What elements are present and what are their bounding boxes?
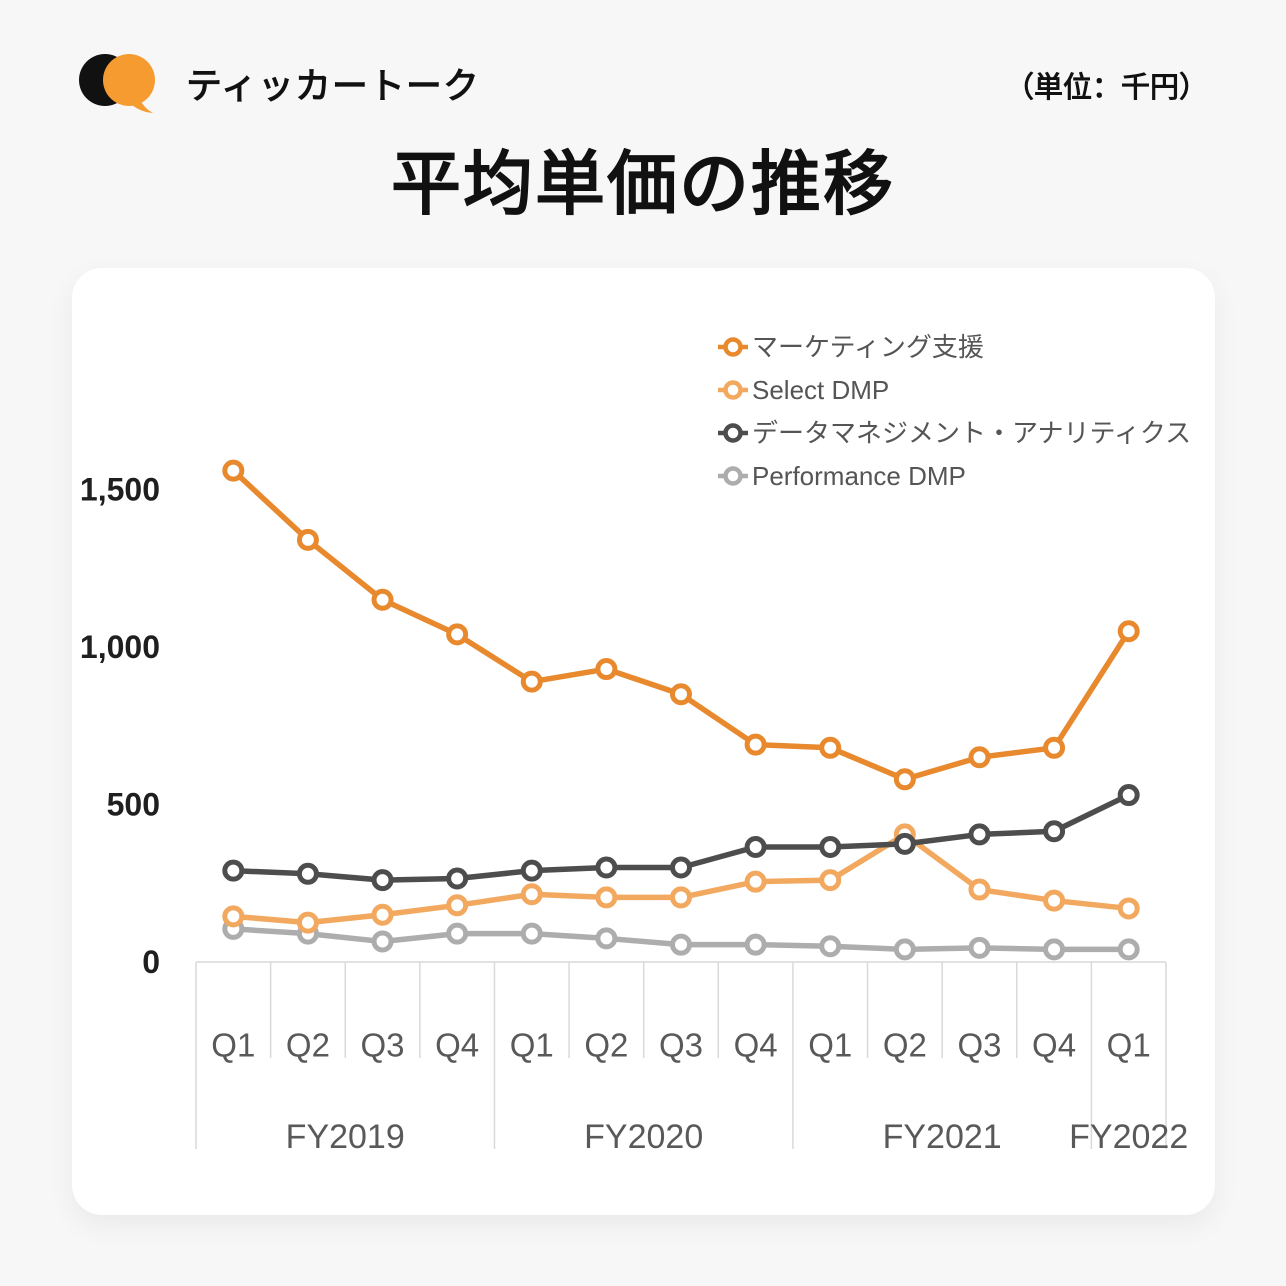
data-point [744, 836, 767, 859]
data-point [446, 867, 469, 890]
data-point [670, 933, 692, 956]
data-point [222, 905, 245, 928]
x-axis-quarter-label: Q1 [808, 1027, 852, 1064]
x-axis-quarter-label: Q3 [957, 1027, 1001, 1064]
logo-bubble-orange [103, 54, 155, 113]
data-point [968, 746, 991, 769]
y-axis-tick: 1,500 [80, 472, 160, 508]
legend-marker-icon [723, 466, 743, 486]
y-axis: 1,500 1,000 500 0 [80, 472, 160, 981]
data-point [595, 927, 618, 950]
data-point [1043, 820, 1066, 843]
data-point [222, 859, 245, 882]
x-axis-quarter-label: Q1 [211, 1027, 255, 1064]
line-chart: Q1 Q2 Q3 Q4 Q1 Q2 Q3 Q4 Q1 Q2 Q3 Q4 Q1 FY2019 FY2020 FY… [80, 332, 1191, 1156]
data-point [670, 856, 692, 879]
data-point [296, 911, 319, 934]
x-axis-quarter-label: Q1 [510, 1027, 554, 1064]
data-point [1117, 620, 1140, 643]
data-point [893, 768, 916, 791]
data-point [819, 935, 842, 958]
legend-label: データマネジメント・アナリティクス [752, 418, 1191, 448]
unit-note: （単位：千円） [1004, 72, 1208, 104]
x-axis-fy-label: FY2022 [1069, 1118, 1188, 1156]
data-point [520, 670, 543, 693]
data-point [1117, 897, 1140, 920]
data-point [446, 894, 469, 917]
series-1 [222, 823, 1140, 934]
x-axis-quarter-label: Q2 [584, 1027, 628, 1064]
data-point [744, 933, 767, 956]
x-axis-fy-label: FY2019 [286, 1118, 405, 1156]
legend-item: Performance DMP [718, 461, 966, 491]
data-point [1043, 736, 1066, 759]
data-point [670, 886, 692, 909]
data-point [1043, 938, 1066, 961]
x-axis-fy-label: FY2020 [584, 1118, 703, 1156]
data-point [371, 930, 394, 953]
data-point [595, 856, 618, 879]
legend-item: Select DMP [718, 375, 889, 405]
data-point [819, 736, 842, 759]
data-point [446, 623, 469, 646]
chart-card: Q1 Q2 Q3 Q4 Q1 Q2 Q3 Q4 Q1 Q2 Q3 Q4 Q1 FY2019 FY2020 FY… [72, 268, 1215, 1215]
data-point [222, 459, 245, 482]
y-axis-tick: 500 [107, 787, 160, 823]
legend-item: データマネジメント・アナリティクス [718, 418, 1191, 448]
data-point [893, 938, 916, 961]
page-title: 平均単価の推移 [391, 145, 895, 223]
brand: ティッカートーク [78, 52, 480, 114]
series-0 [222, 459, 1140, 791]
data-point [520, 922, 543, 945]
header: ティッカートーク （単位：千円） [78, 52, 1208, 114]
data-point [1043, 889, 1066, 912]
legend-marker-icon [723, 337, 743, 357]
data-point [744, 870, 767, 893]
x-axis-quarter-label: Q2 [883, 1027, 927, 1064]
legend: マーケティング支援 Select DMP データマネジメント・アナリティクス Perf… [718, 332, 1191, 491]
data-point [1117, 938, 1140, 961]
data-point [520, 883, 543, 906]
data-point [968, 936, 991, 959]
x-axis-quarter-label: Q3 [659, 1027, 703, 1064]
x-axis-quarter-label: Q1 [1107, 1027, 1151, 1064]
data-point [520, 859, 543, 882]
series-line [230, 467, 1132, 783]
data-point [371, 869, 394, 892]
series-2 [222, 784, 1140, 892]
data-point [744, 733, 767, 756]
data-point [595, 886, 618, 909]
legend-label: マーケティング支援 [752, 332, 984, 362]
legend-item: マーケティング支援 [718, 332, 984, 362]
data-point [893, 832, 916, 855]
x-axis-quarter-label: Q4 [435, 1027, 479, 1064]
y-axis-tick: 1,000 [80, 629, 160, 665]
data-point [1117, 784, 1140, 807]
data-point [296, 862, 319, 885]
x-axis-quarter-label: Q4 [1032, 1027, 1076, 1064]
data-point [296, 528, 319, 551]
legend-marker-icon [723, 380, 743, 400]
x-axis-quarter-label: Q3 [361, 1027, 405, 1064]
x-axis-fy-label: FY2021 [883, 1118, 1002, 1156]
legend-label: Performance DMP [752, 461, 966, 491]
data-point [819, 836, 842, 859]
x-axis-quarter-label: Q2 [286, 1027, 330, 1064]
brand-logo-icon [79, 54, 155, 113]
y-axis-tick: 0 [142, 944, 160, 980]
data-point [968, 878, 991, 901]
x-axis: Q1 Q2 Q3 Q4 Q1 Q2 Q3 Q4 Q1 Q2 Q3 Q4 Q1 FY2019 FY2020 FY… [195, 961, 1188, 1156]
data-point [670, 683, 692, 706]
data-point [371, 588, 394, 611]
data-point [446, 922, 469, 945]
data-point [819, 869, 842, 892]
brand-name: ティッカートーク [186, 65, 480, 106]
data-point [371, 903, 394, 926]
x-axis-quarter-label: Q4 [734, 1027, 778, 1064]
legend-label: Select DMP [752, 375, 889, 405]
data-point [595, 658, 618, 681]
legend-marker-icon [723, 423, 743, 443]
data-point [968, 823, 991, 846]
series-3 [222, 917, 1140, 961]
